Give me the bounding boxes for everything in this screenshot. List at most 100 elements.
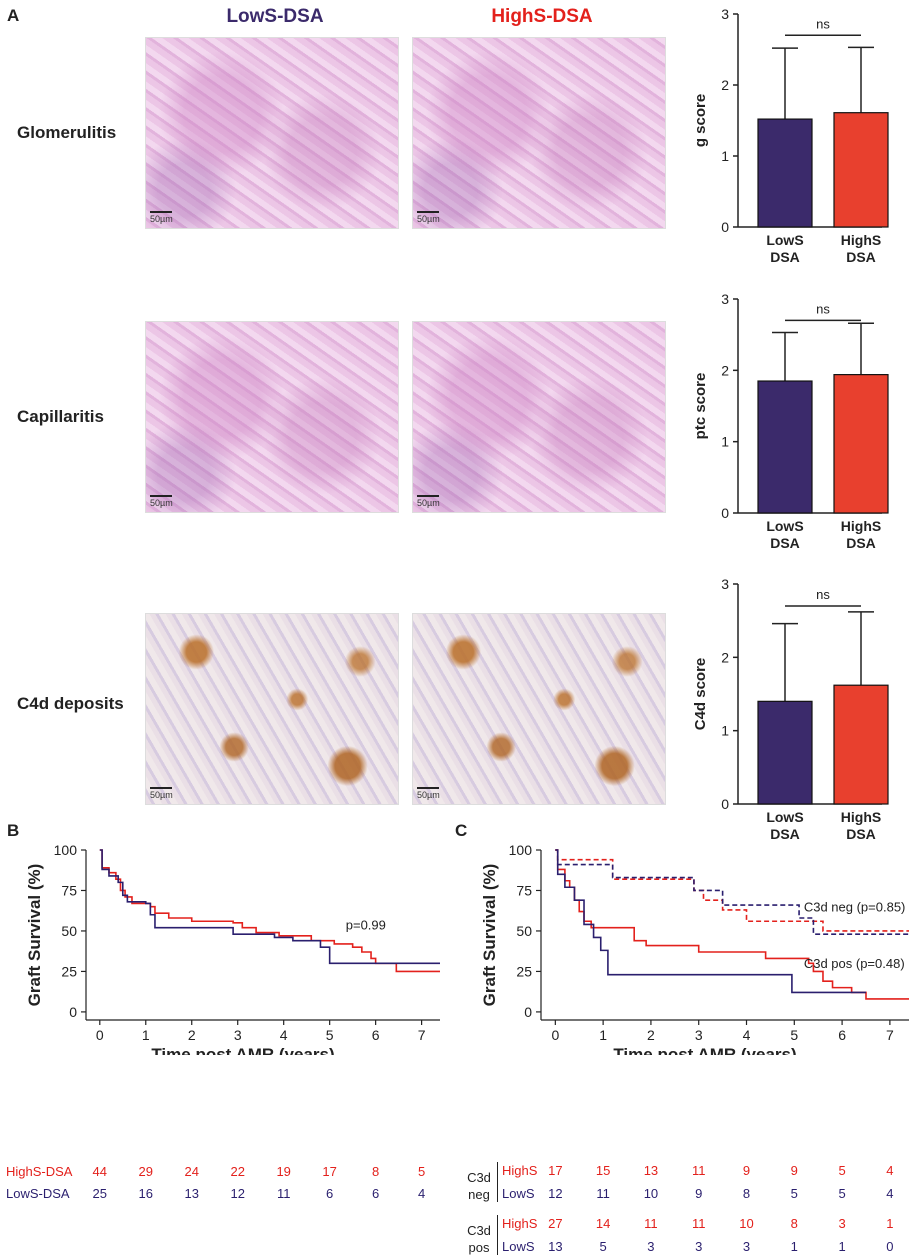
risk-count: 9 bbox=[790, 1163, 798, 1178]
risk-row-label: HighS-DSA bbox=[6, 1164, 73, 1179]
risk-count: 12 bbox=[230, 1186, 245, 1201]
x-tick-label: 4 bbox=[743, 1027, 751, 1043]
risk-row-label: LowS bbox=[502, 1186, 535, 1201]
x-tick-label: 6 bbox=[838, 1027, 846, 1043]
x-axis-title: Time post AMR (years) bbox=[151, 1045, 334, 1055]
risk-row-label: HighS bbox=[502, 1163, 538, 1178]
scale-bar: 50µm bbox=[150, 495, 173, 508]
risk-count: 1 bbox=[790, 1239, 798, 1254]
risk-count: 27 bbox=[548, 1216, 563, 1231]
y-axis-title: Graft Survival (%) bbox=[480, 864, 499, 1007]
y-tick-label: 2 bbox=[721, 362, 729, 378]
group-label-c3d-neg: C3d neg bbox=[467, 1170, 491, 1202]
x-tick-label: 7 bbox=[886, 1027, 894, 1043]
survival-curve bbox=[555, 849, 909, 1000]
x-tick-label: 5 bbox=[326, 1027, 334, 1043]
x-tick-label: 0 bbox=[551, 1027, 559, 1043]
risk-count: 3 bbox=[838, 1216, 846, 1231]
y-tick-label: 1 bbox=[721, 148, 729, 164]
risk-count: 11 bbox=[276, 1186, 291, 1201]
panel-letter-b: B bbox=[7, 821, 20, 840]
y-tick-label: 0 bbox=[69, 1004, 77, 1020]
x-tick-label: 7 bbox=[418, 1027, 426, 1043]
x-tick-label: DSA bbox=[770, 535, 800, 551]
risk-count: 10 bbox=[739, 1216, 754, 1231]
risk-count: 3 bbox=[742, 1239, 751, 1254]
micrograph-capillaritis-highs: 50µm bbox=[412, 321, 666, 513]
x-tick-label: 3 bbox=[695, 1027, 703, 1043]
x-tick-label: 5 bbox=[790, 1027, 798, 1043]
survival-curve bbox=[555, 849, 909, 932]
risk-count: 11 bbox=[691, 1216, 706, 1231]
y-tick-label: 1 bbox=[721, 434, 729, 450]
bar bbox=[757, 118, 813, 228]
risk-count: 6 bbox=[326, 1186, 334, 1201]
scale-bar: 50µm bbox=[417, 211, 440, 224]
x-tick-label: LowS bbox=[766, 232, 803, 248]
risk-count: 8 bbox=[790, 1216, 798, 1231]
row-label-glomerulitis: Glomerulitis bbox=[17, 123, 117, 142]
x-tick-label: HighS bbox=[841, 809, 881, 825]
x-tick-label: 0 bbox=[96, 1027, 104, 1043]
risk-row-label: LowS bbox=[502, 1239, 535, 1254]
y-axis-title: g score bbox=[692, 94, 709, 147]
x-tick-label: LowS bbox=[766, 809, 803, 825]
scale-bar: 50µm bbox=[150, 211, 173, 224]
y-tick-label: 0 bbox=[524, 1004, 532, 1020]
risk-count: 3 bbox=[647, 1239, 655, 1254]
y-tick-label: 75 bbox=[516, 882, 532, 898]
micrograph-glomerulitis-highs: 50µm bbox=[412, 37, 666, 229]
y-tick-label: 25 bbox=[516, 963, 532, 979]
x-tick-label: DSA bbox=[846, 535, 876, 551]
risk-count: 8 bbox=[372, 1164, 380, 1179]
survival-curve bbox=[555, 849, 866, 994]
y-tick-label: 1 bbox=[721, 723, 729, 739]
y-tick-label: 3 bbox=[721, 576, 729, 592]
km-chart-c: 0 25 50 75 100 0 1 2 3 4 5 6 7 Graft Survival (%) Time… bbox=[480, 842, 909, 1055]
risk-count: 11 bbox=[691, 1163, 706, 1178]
risk-count: 5 bbox=[599, 1239, 607, 1254]
risk-count: 8 bbox=[742, 1186, 751, 1201]
x-tick-label: LowS bbox=[766, 518, 803, 534]
risk-count: 6 bbox=[372, 1186, 380, 1201]
risk-count: 13 bbox=[643, 1163, 659, 1178]
bar bbox=[757, 380, 813, 514]
scale-bar: 50µm bbox=[417, 787, 440, 800]
y-tick-label: 0 bbox=[721, 505, 729, 521]
micrograph-glomerulitis-lows: 50µm bbox=[145, 37, 399, 229]
risk-count: 9 bbox=[695, 1186, 703, 1201]
risk-count: 5 bbox=[838, 1186, 846, 1201]
y-tick-label: 0 bbox=[721, 796, 729, 812]
significance-label: ns bbox=[816, 16, 830, 31]
scale-bar: 50µm bbox=[150, 787, 173, 800]
bar bbox=[833, 112, 889, 228]
bar bbox=[833, 684, 889, 805]
km-chart-b: 0 25 50 75 100 0 1 2 3 4 5 6 7 Graft Survival (%) Time… bbox=[25, 842, 440, 1055]
significance-label: ns bbox=[816, 587, 830, 602]
x-tick-label: DSA bbox=[846, 826, 876, 842]
x-tick-label: 2 bbox=[188, 1027, 196, 1043]
y-axis-title: ptc score bbox=[692, 373, 709, 440]
risk-count: 14 bbox=[595, 1216, 611, 1231]
risk-row-label: LowS-DSA bbox=[6, 1186, 70, 1201]
risk-count: 11 bbox=[644, 1216, 658, 1231]
highs-dsa-header: HighS-DSA bbox=[491, 6, 593, 27]
risk-count: 1 bbox=[838, 1239, 846, 1254]
y-tick-label: 75 bbox=[61, 882, 77, 898]
y-tick-label: 50 bbox=[61, 923, 77, 939]
risk-count: 0 bbox=[886, 1239, 894, 1254]
risk-count: 29 bbox=[138, 1164, 153, 1179]
risk-count: 4 bbox=[886, 1186, 894, 1201]
risk-count: 17 bbox=[322, 1164, 337, 1179]
risk-count: 24 bbox=[184, 1164, 199, 1179]
y-tick-label: 25 bbox=[61, 963, 77, 979]
risk-count: 17 bbox=[548, 1163, 563, 1178]
risk-count: 44 bbox=[92, 1164, 108, 1179]
micrograph-c4d-highs: 50µm bbox=[412, 613, 666, 805]
risk-count: 11 bbox=[596, 1186, 610, 1201]
risk-count: 5 bbox=[838, 1163, 846, 1178]
bar bbox=[757, 700, 813, 805]
